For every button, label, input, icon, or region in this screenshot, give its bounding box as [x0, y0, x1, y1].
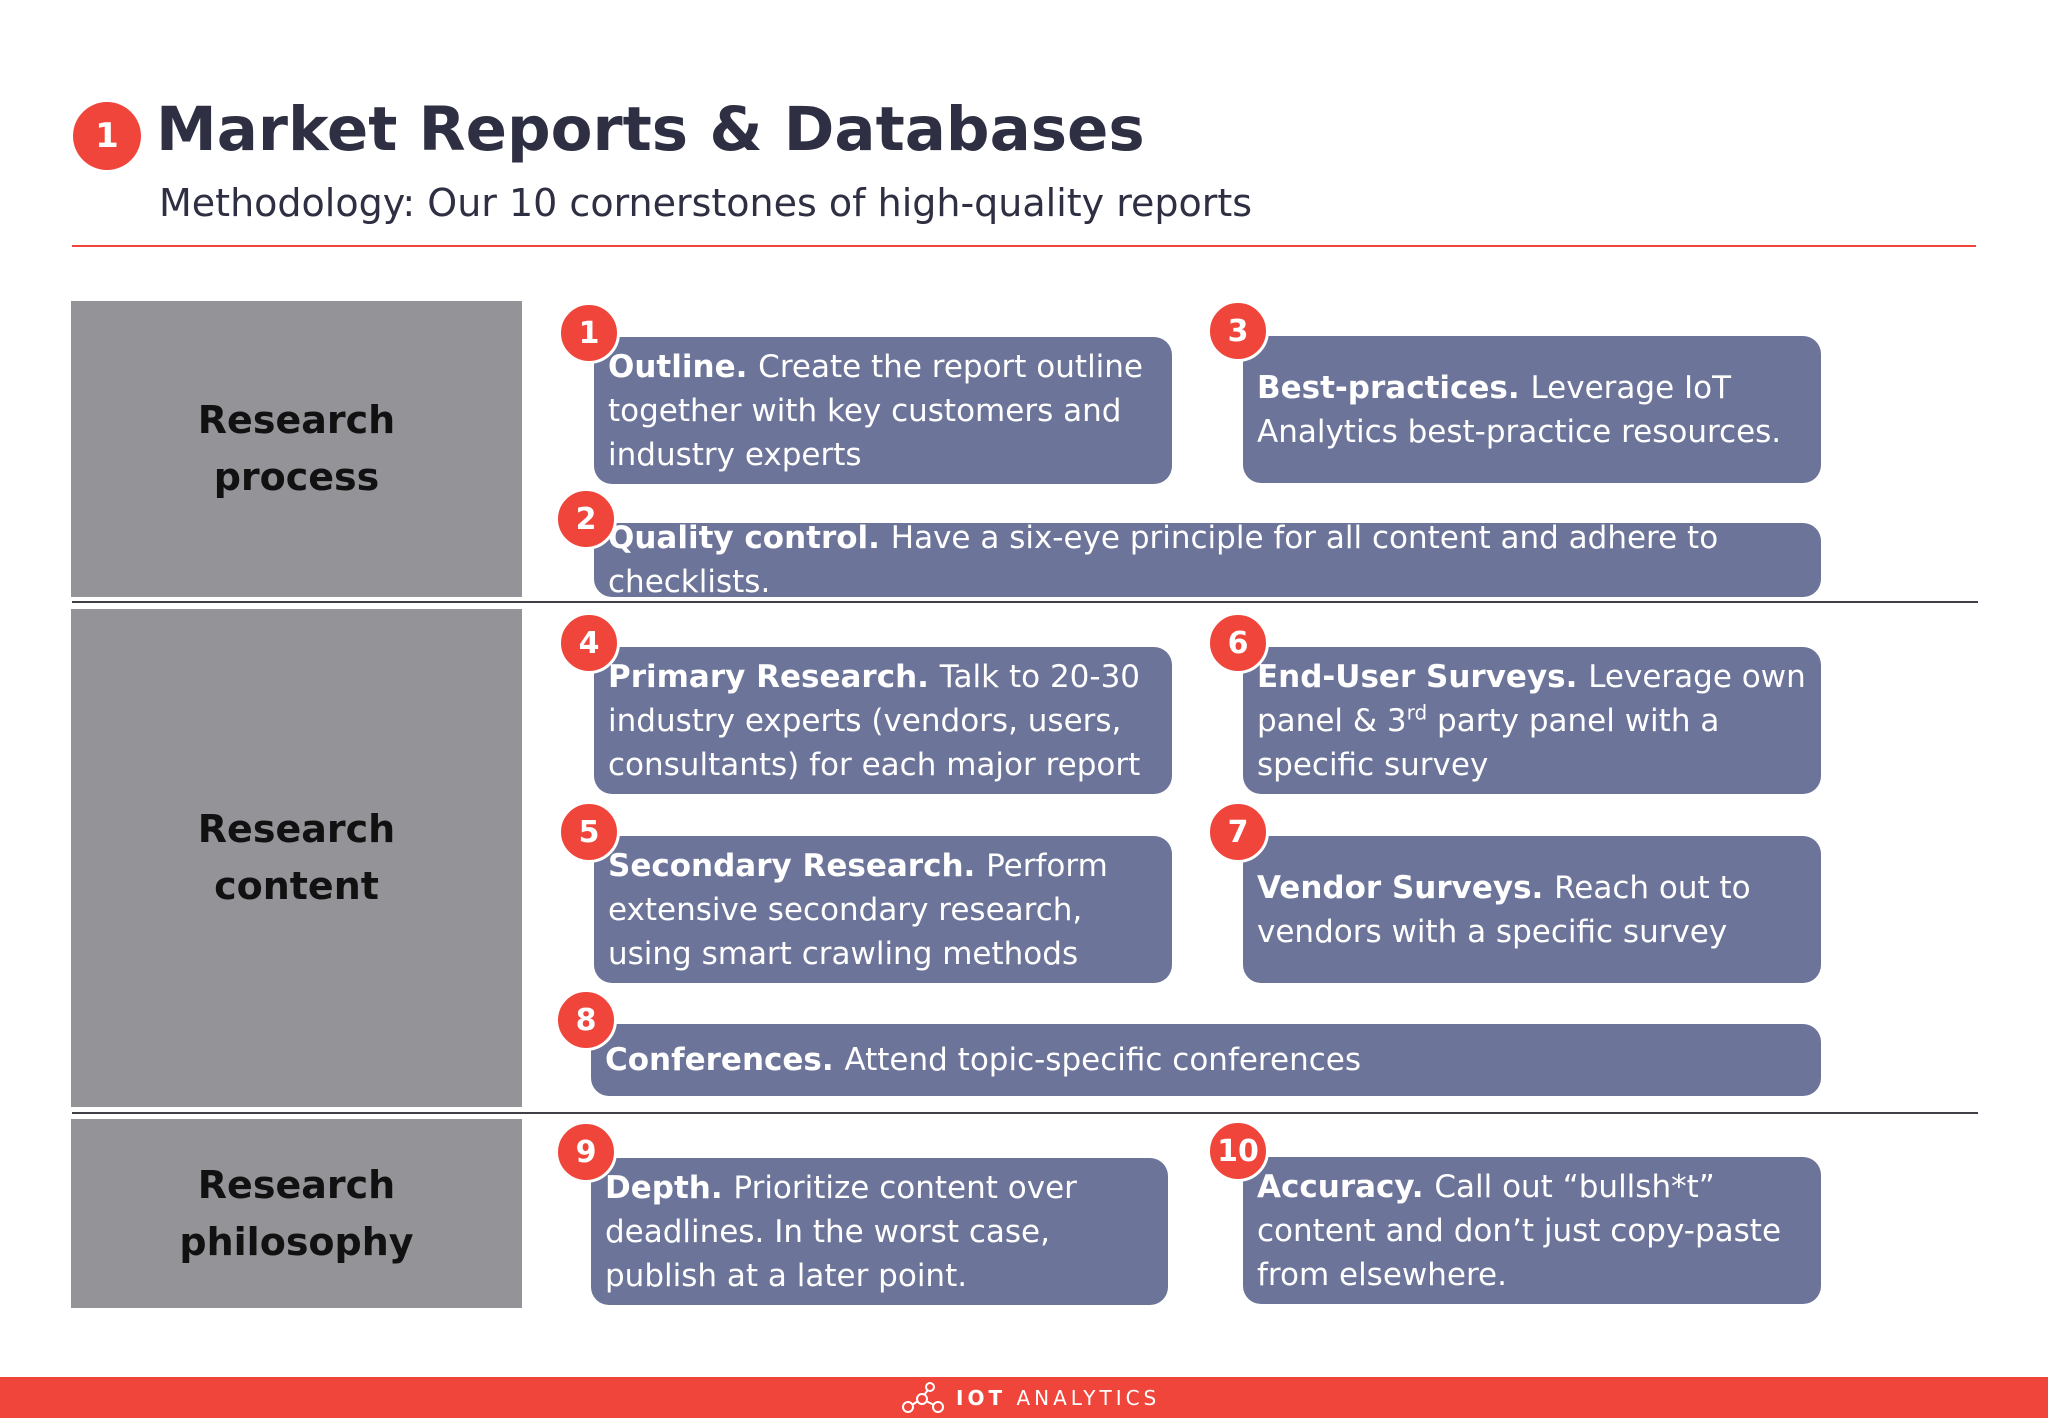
cornerstone-number-badge: 2	[555, 488, 617, 550]
cornerstone-number-badge: 6	[1207, 612, 1269, 674]
card-text: End-User Surveys. Leverage own panel & 3r…	[1257, 658, 1806, 783]
cornerstone-number-badge: 4	[558, 612, 620, 674]
card-text: Secondary Research. Perform extensive sec…	[608, 847, 1108, 972]
network-nodes-icon	[902, 1382, 944, 1413]
cornerstone-card-best-practices: Best-practices. Leverage IoT Analytics be…	[1243, 336, 1821, 483]
cornerstone-number-badge: 8	[555, 989, 617, 1051]
section-research-process: Research process	[71, 301, 522, 597]
page-title: Market Reports & Databases	[156, 94, 1145, 165]
section-research-philosophy: Research philosophy	[71, 1119, 522, 1308]
card-text: Outline. Create the report outline togeth…	[608, 348, 1144, 473]
cornerstone-card-conferences: Conferences. Attend topic-specific confer…	[591, 1024, 1821, 1096]
section-research-content: Research content	[71, 609, 522, 1107]
cornerstone-card-primary-research: Primary Research. Talk to 20-30 industry …	[594, 647, 1172, 794]
section-label: Research philosophy	[179, 1162, 414, 1264]
cornerstone-number-badge: 7	[1207, 801, 1269, 863]
card-text: Conferences. Attend topic-specific confer…	[605, 1042, 1361, 1078]
section-divider	[72, 601, 1978, 603]
footer-logo: IOT ANALYTICS	[900, 1380, 1160, 1416]
cornerstone-number-badge: 9	[555, 1121, 617, 1183]
cornerstone-card-vendor-surveys: Vendor Surveys. Reach out to vendors with…	[1243, 836, 1821, 983]
cornerstone-card-depth: Depth. Prioritize content over deadlines.…	[591, 1158, 1168, 1305]
cornerstone-number-badge: 1	[558, 302, 620, 364]
footer-brand: IOT ANALYTICS	[956, 1386, 1161, 1410]
section-label: Research process	[197, 398, 396, 499]
card-text: Quality control. Have a six-eye principle…	[608, 520, 1719, 600]
card-text: Depth. Prioritize content over deadlines.…	[605, 1169, 1077, 1294]
cornerstone-number-badge: 3	[1207, 300, 1269, 362]
cornerstone-number-badge: 10	[1207, 1120, 1269, 1182]
title-number-badge: 1	[73, 102, 141, 170]
title-divider	[72, 245, 1976, 247]
section-divider	[72, 1112, 1978, 1114]
page-subtitle: Methodology: Our 10 cornerstones of high…	[159, 181, 1253, 225]
cornerstone-card-quality-control: Quality control. Have a six-eye principle…	[594, 520, 1821, 600]
cornerstone-number-badge: 5	[558, 801, 620, 863]
section-label: Research content	[197, 807, 396, 908]
cornerstone-card-secondary-research: Secondary Research. Perform extensive sec…	[594, 836, 1172, 983]
card-text: Primary Research. Talk to 20-30 industry …	[608, 658, 1141, 783]
cornerstone-card-accuracy: Accuracy. Call out “bullsh*t” content and…	[1243, 1157, 1821, 1304]
footer-bar	[0, 1377, 2048, 1418]
card-text: Vendor Surveys. Reach out to vendors with…	[1257, 869, 1751, 950]
cornerstone-card-outline: Outline. Create the report outline togeth…	[594, 337, 1172, 484]
card-text: Accuracy. Call out “bullsh*t” content and…	[1257, 1168, 1782, 1293]
card-text: Best-practices. Leverage IoT Analytics be…	[1257, 369, 1782, 450]
cornerstone-card-end-user-surveys: End-User Surveys. Leverage own panel & 3r…	[1243, 647, 1821, 794]
